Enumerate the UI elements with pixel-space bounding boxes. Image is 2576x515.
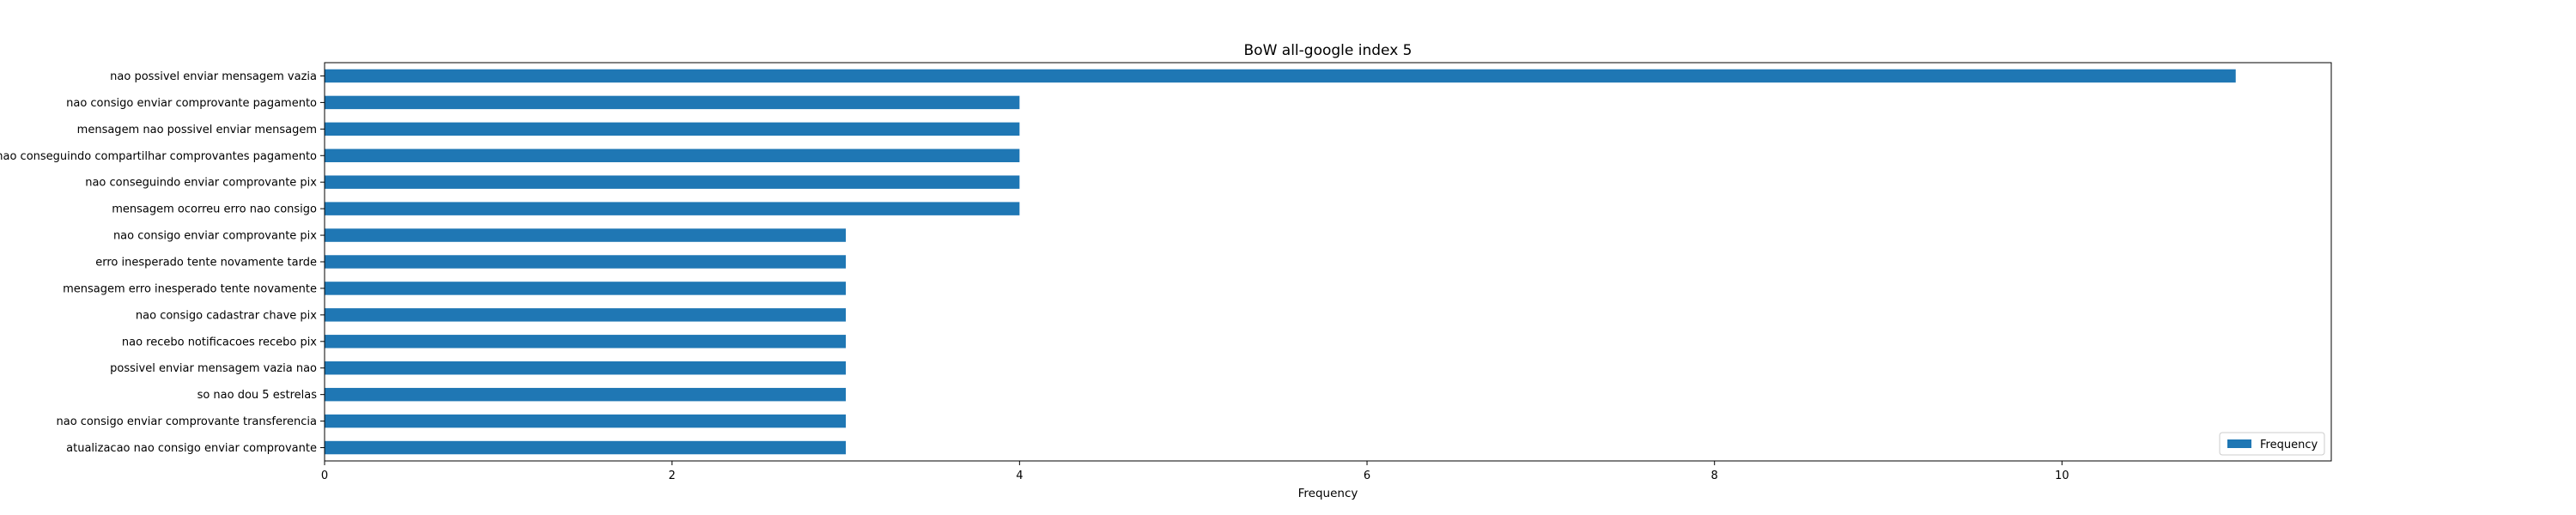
y-tick-label: so nao dou 5 estrelas <box>197 389 318 402</box>
x-tick-label: 6 <box>1364 470 1370 482</box>
y-tick-label: nao consigo enviar comprovante pagamento <box>66 97 317 110</box>
bars-group <box>325 69 2236 455</box>
legend: Frequency <box>2219 432 2325 456</box>
bar <box>325 282 847 295</box>
x-tick-label: 8 <box>1711 470 1718 482</box>
y-tick-label: possivel enviar mensagem vazia nao <box>110 362 317 375</box>
bar <box>325 122 1020 136</box>
legend-box <box>2219 432 2325 456</box>
bar <box>325 387 847 402</box>
plot-frame <box>324 62 2332 462</box>
y-tick-label: mensagem ocorreu erro nao consigo <box>112 203 317 216</box>
x-tick-label: 0 <box>321 470 328 482</box>
bar <box>325 228 847 242</box>
y-tick-label: atualizacao nao consigo enviar comprovan… <box>66 442 317 455</box>
y-axis: nao possivel enviar mensagem vazia nao co… <box>0 70 325 455</box>
x-tick-label: 4 <box>1016 470 1023 482</box>
y-tick-label: nao consigo enviar comprovante transfere… <box>56 415 317 428</box>
bar <box>325 95 1020 110</box>
y-tick-label: mensagem nao possivel enviar mensagem <box>77 124 317 136</box>
bar <box>325 255 847 269</box>
bar <box>325 308 847 322</box>
y-tick-label: nao consigo enviar comprovante pix <box>113 230 317 243</box>
bar <box>325 202 1020 215</box>
y-tick-label: nao consigo cadastrar chave pix <box>136 309 317 322</box>
bar <box>325 440 847 455</box>
x-tick-label: 10 <box>2055 470 2069 482</box>
bar <box>325 69 2236 83</box>
legend-swatch <box>2227 439 2251 448</box>
y-tick-label: nao conseguindo enviar comprovante pix <box>85 177 317 190</box>
chart-title: BoW all-google index 5 <box>1244 42 1413 59</box>
bar <box>325 414 847 428</box>
bar <box>325 361 847 375</box>
x-axis: 0 2 4 6 8 10 <box>321 461 2069 482</box>
y-tick-label: nao possivel enviar mensagem vazia <box>110 70 317 83</box>
x-tick-label: 2 <box>669 470 676 482</box>
y-tick-label: nao conseguindo compartilhar comprovante… <box>0 150 317 163</box>
y-tick-label: nao recebo notificacoes recebo pix <box>122 336 317 348</box>
bar <box>325 175 1020 189</box>
x-axis-label: Frequency <box>1298 487 1358 500</box>
bar <box>325 335 847 348</box>
bar <box>325 148 1020 162</box>
y-tick-label: erro inesperado tente novamente tarde <box>95 257 317 270</box>
legend-label: Frequency <box>2260 439 2318 451</box>
y-tick-label: mensagem erro inesperado tente novamente <box>63 282 317 295</box>
